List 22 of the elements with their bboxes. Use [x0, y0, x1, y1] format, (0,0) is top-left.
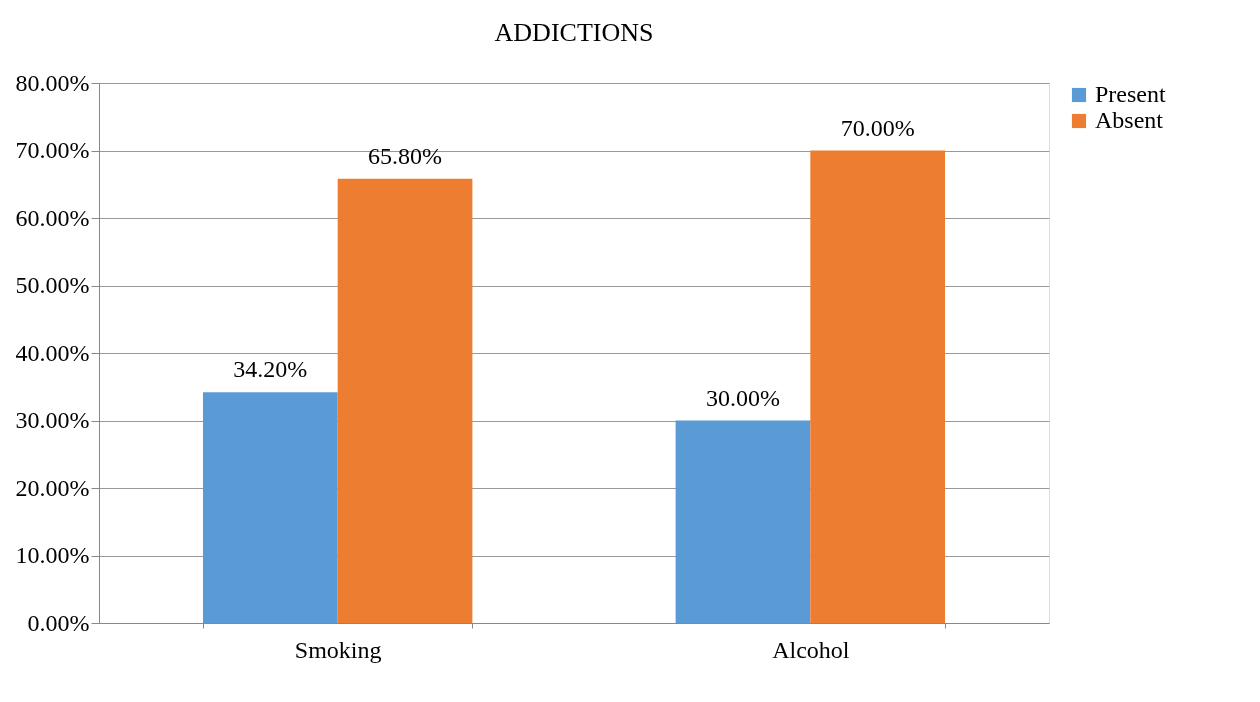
data-label: 34.20% [233, 356, 308, 383]
data-label: 70.00% [840, 114, 915, 141]
y-tick-label: 80.00% [15, 69, 90, 96]
y-tick-label: 50.00% [15, 272, 90, 298]
bar [675, 420, 811, 623]
chart-title: ADDICTIONS [494, 18, 654, 47]
bar [202, 392, 338, 623]
y-tick-label: 0.00% [27, 609, 90, 636]
bar [810, 150, 946, 623]
legend-label: Present [1095, 81, 1166, 107]
data-label: 30.00% [705, 384, 780, 411]
data-label: 65.80% [368, 142, 443, 169]
y-tick-label: 40.00% [15, 339, 90, 366]
y-tick-label: 30.00% [15, 407, 90, 433]
y-tick-label: 10.00% [15, 542, 90, 568]
x-tick-label: Alcohol [772, 636, 850, 663]
y-tick-label: 70.00% [15, 137, 90, 163]
legend-label: Absent [1095, 107, 1164, 133]
x-tick-label: Smoking [294, 636, 382, 663]
y-tick-label: 20.00% [15, 474, 90, 501]
y-tick-label: 60.00% [15, 204, 90, 231]
bar [337, 178, 473, 623]
